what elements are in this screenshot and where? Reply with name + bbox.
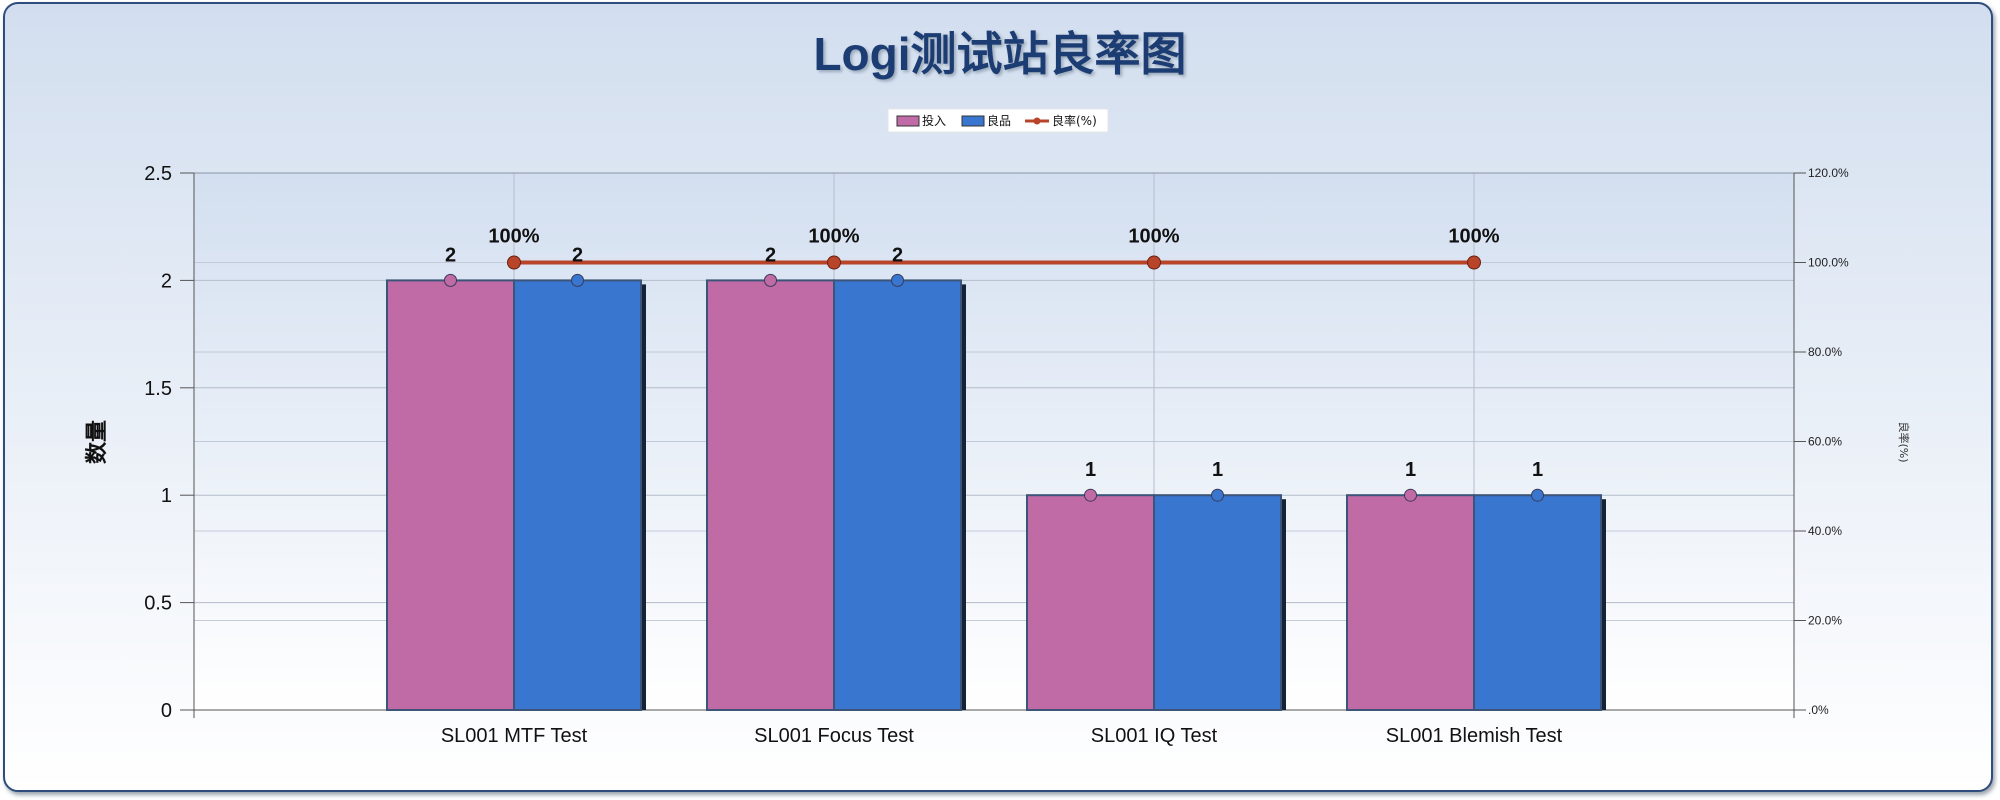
bar-value-label: 1 bbox=[1405, 459, 1416, 481]
bars bbox=[386, 279, 1606, 712]
bar-input bbox=[1026, 494, 1155, 712]
bar-value-label: 2 bbox=[445, 244, 456, 266]
y-right-tick-label: 20.0% bbox=[1808, 614, 1842, 628]
yield-point bbox=[1467, 255, 1481, 270]
y-right-tick-label: 40.0% bbox=[1808, 524, 1842, 538]
y-tick-label: 2.5 bbox=[144, 163, 172, 185]
y-tick-label: 1 bbox=[161, 485, 172, 507]
y-tick-label: 0.5 bbox=[144, 593, 172, 615]
bar-marker bbox=[1084, 488, 1097, 502]
bar-value-label: 1 bbox=[1085, 459, 1096, 481]
yield-value-label: 100% bbox=[488, 226, 539, 248]
yield-point bbox=[827, 255, 841, 270]
x-tick-label: SL001 MTF Test bbox=[441, 725, 588, 747]
bar-marker bbox=[764, 273, 777, 287]
bar-value-label: 2 bbox=[892, 244, 903, 266]
bar-marker bbox=[891, 273, 904, 287]
y-right-tick-label: 100.0% bbox=[1808, 256, 1849, 270]
y-right-tick-label: 60.0% bbox=[1808, 435, 1842, 449]
bar-input bbox=[706, 279, 835, 711]
y-right-tick-label: .0% bbox=[1808, 703, 1829, 717]
yield-point bbox=[507, 255, 521, 270]
bar-good bbox=[833, 279, 962, 711]
axes: 0 0.5 1 1.5 2 2.5 .0% 20.0% 40.0% 60.0% 80.0% 100.0… bbox=[144, 163, 1849, 747]
bar-marker bbox=[1404, 488, 1417, 502]
x-tick-label: SL001 IQ Test bbox=[1091, 725, 1218, 747]
bar-input bbox=[386, 279, 515, 711]
yield-value-label: 100% bbox=[1128, 226, 1179, 248]
yield-value-label: 100% bbox=[808, 226, 859, 248]
bar-good bbox=[513, 279, 642, 711]
y-right-tick-label: 80.0% bbox=[1808, 345, 1842, 359]
legend-label-good: 良品 bbox=[987, 113, 1011, 128]
bar-input bbox=[1346, 494, 1475, 712]
yield-value-label: 100% bbox=[1448, 226, 1499, 248]
y-tick-label: 2 bbox=[161, 270, 172, 292]
legend: 投入 良品 良率(%) bbox=[887, 108, 1109, 133]
bar-value-label: 2 bbox=[765, 244, 776, 266]
yield-point bbox=[1147, 255, 1161, 270]
bar-value-label: 1 bbox=[1532, 459, 1543, 481]
y-tick-label: 1.5 bbox=[144, 378, 172, 400]
y-tick-label: 0 bbox=[161, 700, 172, 722]
x-tick-label: SL001 Focus Test bbox=[754, 725, 914, 747]
y-axis-label: 数量 bbox=[84, 420, 110, 464]
bar-value-label: 2 bbox=[572, 244, 583, 266]
chart-title: Logi测试站良率图 bbox=[813, 28, 1186, 80]
y-right-tick-label: 120.0% bbox=[1808, 166, 1849, 180]
legend-swatch-yield-marker bbox=[1033, 117, 1041, 125]
x-tick-label: SL001 Blemish Test bbox=[1386, 725, 1563, 747]
legend-swatch-good bbox=[961, 115, 985, 127]
legend-label-yield: 良率(%) bbox=[1052, 113, 1097, 128]
yield-line bbox=[507, 255, 1481, 270]
legend-label-input: 投入 bbox=[922, 113, 946, 128]
bar-marker bbox=[1211, 488, 1224, 502]
bar-good bbox=[1153, 494, 1282, 712]
legend-box bbox=[887, 108, 1109, 133]
data-labels: 2 2 1 1 2 2 1 1 100% 100% 100% 100% bbox=[444, 226, 1544, 502]
bar-good bbox=[1473, 494, 1602, 712]
bar-value-label: 1 bbox=[1212, 459, 1223, 481]
legend-swatch-input bbox=[896, 115, 920, 127]
y-axis-label-right: 良率(%) bbox=[1897, 421, 1911, 462]
bar-marker bbox=[571, 273, 584, 287]
bar-marker bbox=[1531, 488, 1544, 502]
bar-marker bbox=[444, 273, 457, 287]
